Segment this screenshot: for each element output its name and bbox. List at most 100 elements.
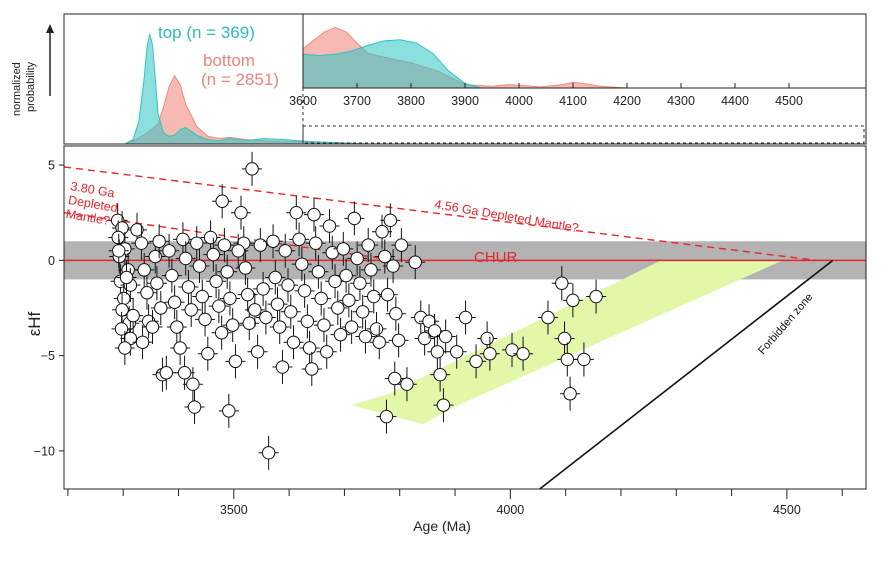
point-marker [178,251,193,266]
data-point [349,266,370,301]
data-point [197,336,218,371]
point-marker [234,205,248,220]
data-point [347,241,368,276]
point-marker [342,293,356,308]
data-point [557,342,578,377]
data-point [242,151,263,186]
point-marker [223,291,237,306]
point-marker [358,329,373,344]
point-marker [266,234,280,248]
point-marker [159,366,174,380]
point-marker [217,238,232,252]
point-marker [328,274,342,288]
data-point [181,292,202,327]
data-point [108,233,129,268]
inset-tick-label: 3700 [343,94,371,108]
point-marker [253,238,268,252]
data-point [258,435,279,470]
ylabel-arrow-head [46,24,54,33]
data-point [363,279,384,314]
data-point [455,300,476,335]
density-ylabel: normalized probability [11,24,54,116]
point-marker [186,377,200,391]
data-point [114,330,135,365]
point-marker [184,303,198,317]
point-marker [115,303,129,317]
data-point [156,355,177,390]
inset-tick-label: 3900 [451,94,479,108]
point-marker [361,238,375,252]
point-marker [261,446,276,460]
point-marker [308,236,323,250]
point-marker [320,345,334,359]
point-marker [344,320,359,334]
point-marker [242,316,256,330]
point-marker [355,305,370,319]
point-marker [297,284,312,298]
point-marker [386,259,400,273]
point-marker [372,335,386,349]
data-point [479,336,500,371]
data-point [374,239,395,274]
point-marker [190,236,204,250]
point-marker [555,276,569,290]
data-point [267,287,288,322]
data-point [430,357,451,392]
point-marker [378,249,392,264]
data-point [286,195,307,230]
data-point [272,350,293,385]
data-point [377,277,398,312]
data-point [134,252,155,287]
data-point [275,233,296,268]
point-marker [307,207,321,222]
point-marker [170,320,184,334]
point-marker [231,244,245,258]
data-point [333,231,354,266]
data-point [305,226,326,261]
data-point [219,281,240,316]
data-point [127,212,148,247]
main-ticks: 3500 4000 4500 5 0 −5 −10 [34,159,843,517]
point-marker [225,318,240,332]
point-marker [152,234,166,248]
data-point [301,351,322,386]
inset-areas [303,26,628,88]
data-point [218,393,239,428]
point-marker [268,270,282,285]
inset-tick-label: 4000 [505,94,533,108]
data-point [388,323,409,358]
point-marker [480,331,494,346]
point-marker [275,360,290,374]
data-point [311,281,332,316]
legend-bottom: bottom (n = 2851) [201,51,279,89]
point-marker [248,303,262,317]
point-marker [214,326,229,340]
data-point [280,294,301,329]
point-marker [389,306,403,321]
point-marker [165,268,179,283]
density-panel: 3600 3700 3800 3900 4000 4100 4200 4300 4400 4500… [11,13,867,145]
data-point [338,283,359,318]
main-frame [63,145,867,490]
data-point [427,334,448,369]
point-marker [383,213,398,228]
y-tick-label: −5 [41,349,55,363]
point-marker [281,278,295,292]
data-point [113,281,134,316]
point-marker [302,341,317,355]
data-point [316,334,337,369]
point-marker [433,367,447,382]
point-marker [118,341,132,355]
point-marker [577,352,591,367]
point-marker [150,276,164,290]
data-point [283,325,304,360]
point-marker [215,194,229,208]
data-point [237,277,258,312]
point-marker [336,242,351,256]
y-axis-label: εHf [25,311,44,336]
point-marker [566,293,580,308]
data-point [131,226,152,261]
point-marker [212,299,226,313]
point-marker [469,354,483,369]
point-marker [176,232,190,247]
